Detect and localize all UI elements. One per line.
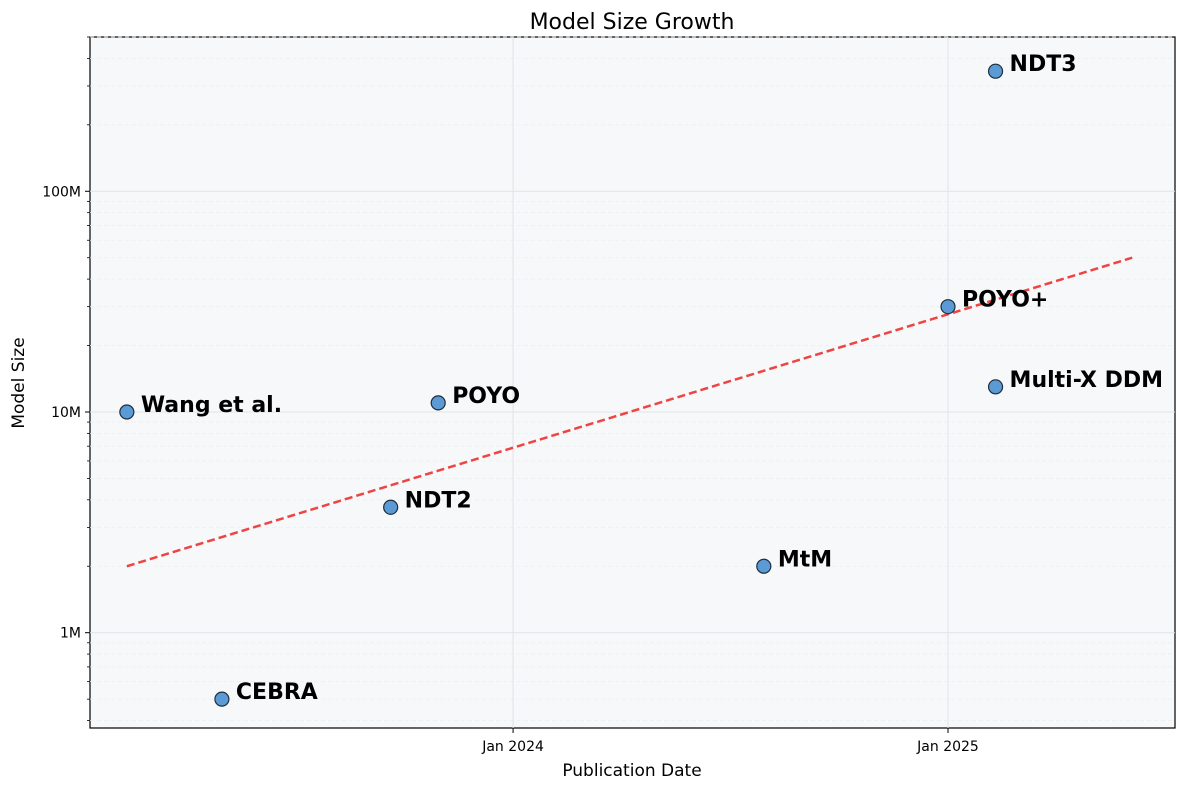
point-label: POYO	[452, 384, 520, 409]
point-label: POYO+	[962, 288, 1048, 313]
y-tick-label: 100M	[42, 184, 81, 200]
chart-title: Model Size Growth	[530, 10, 735, 35]
x-tick-label: Jan 2024	[481, 739, 544, 755]
y-tick-label: 10M	[51, 405, 81, 421]
data-point	[383, 499, 399, 515]
data-point	[430, 395, 446, 411]
y-tick-label: 1M	[60, 626, 81, 642]
trend-line	[126, 256, 1133, 568]
point-label: Wang et al.	[141, 393, 282, 418]
y-axis-label: Model Size	[9, 337, 29, 428]
data-point	[987, 379, 1004, 395]
data-point	[987, 63, 1004, 79]
data-point	[214, 691, 230, 707]
point-label: MtM	[778, 547, 832, 572]
point-label: Multi-X DDM	[1010, 368, 1164, 393]
trend-layer	[126, 256, 1133, 568]
point-label: NDT3	[1010, 52, 1077, 77]
axes: 1M 10M 100M Jan 2024 Jan 2025	[42, 36, 979, 755]
x-axis-label: Publication Date	[562, 761, 701, 781]
grid	[90, 36, 1175, 728]
data-point	[940, 299, 956, 315]
point-label: NDT2	[405, 488, 472, 513]
data-point	[119, 404, 135, 420]
x-tick-label: Jan 2025	[916, 739, 979, 755]
point-label: CEBRA	[236, 680, 318, 705]
points-layer: Wang et al. CEBRA NDT2 POYO MtM POYO+ Multi-X …	[119, 52, 1164, 707]
data-point	[756, 558, 772, 574]
